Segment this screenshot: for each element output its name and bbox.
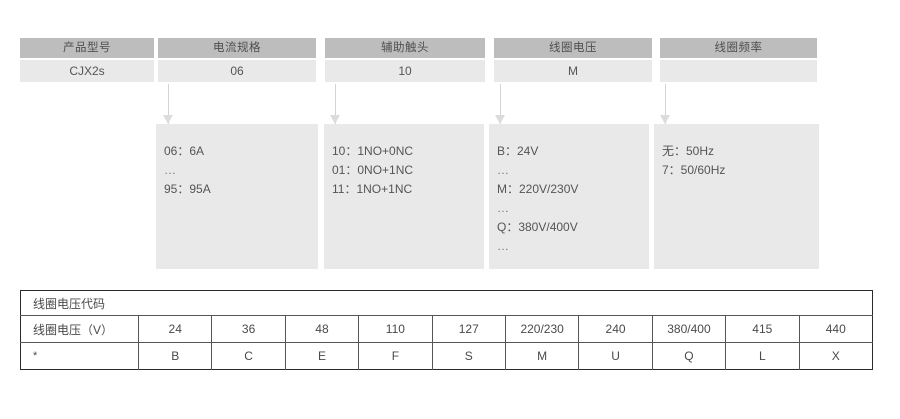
row-label-voltage: 线圈电压（V） (20, 315, 139, 343)
row-label-code: * (20, 342, 139, 370)
table-cell-voltage: 440 (798, 315, 873, 343)
table-cell-voltage: 220/230 (504, 315, 580, 343)
arrow-head-icon (163, 115, 173, 124)
table-cell-code: M (504, 342, 580, 370)
table-row-voltages: 线圈电压（V） 24 36 48 110 127 220/230 240 380… (20, 315, 873, 343)
code-column-header-label: 产品型号 (20, 38, 154, 58)
coil-voltage-code-table: 线圈电压代码 线圈电压（V） 24 36 48 110 127 220/230 … (20, 290, 874, 370)
connector-arrow-auxiliary-contact (330, 84, 341, 124)
code-column-current-rating: 电流规格 06 (158, 38, 316, 82)
table-cell-code: E (284, 342, 360, 370)
detail-line: 01：0NO+1NC (332, 163, 414, 177)
detail-line-ellipsis: … (497, 239, 510, 253)
table-cell-code: L (725, 342, 800, 370)
table-cell-voltage: 240 (578, 315, 653, 343)
detail-box-coil-voltage: B：24V … M：220V/230V … Q：380V/400V … (489, 124, 649, 269)
code-column-header-label: 线圈电压 (494, 38, 652, 58)
detail-line-ellipsis: … (497, 201, 510, 215)
code-column-product-model: 产品型号 CJX2s (20, 38, 154, 82)
arrow-stem (168, 84, 169, 124)
code-column-coil-frequency: 线圈频率 (660, 38, 817, 82)
detail-line: M：220V/230V (497, 182, 579, 196)
code-column-value: 10 (325, 60, 485, 82)
table-row-codes: * B C E F S M U Q L X (20, 342, 873, 370)
connector-arrow-coil-frequency (660, 84, 671, 124)
code-column-header-label: 线圈频率 (660, 38, 817, 58)
voltage-table-title: 线圈电压代码 (20, 290, 873, 316)
detail-line: 7：50/60Hz (662, 163, 726, 177)
connector-arrow-current-rating (163, 84, 174, 124)
arrow-head-icon (660, 115, 670, 124)
table-cell-code: X (798, 342, 873, 370)
detail-line: B：24V (497, 144, 539, 158)
code-column-header-label: 电流规格 (158, 38, 316, 58)
table-cell-voltage: 36 (211, 315, 286, 343)
table-cell-voltage: 24 (137, 315, 213, 343)
table-cell-code: S (431, 342, 506, 370)
arrow-stem (500, 84, 501, 124)
detail-line-ellipsis: … (164, 163, 177, 177)
detail-line-ellipsis: … (497, 163, 510, 177)
detail-line: 95：95A (164, 182, 211, 196)
detail-box-auxiliary-contact: 10：1NO+0NC 01：0NO+1NC 11：1NO+1NC (324, 124, 484, 269)
connector-arrow-coil-voltage (495, 84, 506, 124)
code-column-header-label: 辅助触头 (325, 38, 485, 58)
detail-box-current-rating: 06：6A … 95：95A (156, 124, 318, 269)
detail-line: 10：1NO+0NC (332, 144, 414, 158)
detail-line: 无：50Hz (662, 144, 715, 158)
arrow-head-icon (330, 115, 340, 124)
code-column-value (660, 60, 817, 82)
detail-line: Q：380V/400V (497, 220, 578, 234)
table-row-title: 线圈电压代码 (20, 290, 873, 316)
table-cell-code: F (358, 342, 433, 370)
table-cell-code: C (211, 342, 286, 370)
arrow-stem (665, 84, 666, 124)
table-cell-voltage: 380/400 (651, 315, 727, 343)
code-column-value: CJX2s (20, 60, 154, 82)
table-cell-voltage: 415 (725, 315, 800, 343)
arrow-head-icon (495, 115, 505, 124)
code-column-value: 06 (158, 60, 316, 82)
detail-line: 06：6A (164, 144, 205, 158)
code-breakdown-header: 产品型号 CJX2s 电流规格 06 辅助触头 10 线圈电压 M 线圈频率 (20, 38, 872, 82)
table-cell-code: U (578, 342, 653, 370)
table-cell-voltage: 48 (284, 315, 360, 343)
table-cell-voltage: 110 (358, 315, 433, 343)
code-column-auxiliary-contact: 辅助触头 10 (325, 38, 485, 82)
detail-box-coil-frequency: 无：50Hz 7：50/60Hz (654, 124, 819, 269)
table-cell-code: Q (651, 342, 727, 370)
table-cell-voltage: 127 (431, 315, 506, 343)
detail-line: 11：1NO+1NC (332, 182, 413, 196)
table-cell-code: B (137, 342, 213, 370)
code-column-coil-voltage: 线圈电压 M (494, 38, 652, 82)
arrow-stem (335, 84, 336, 124)
code-column-value: M (494, 60, 652, 82)
